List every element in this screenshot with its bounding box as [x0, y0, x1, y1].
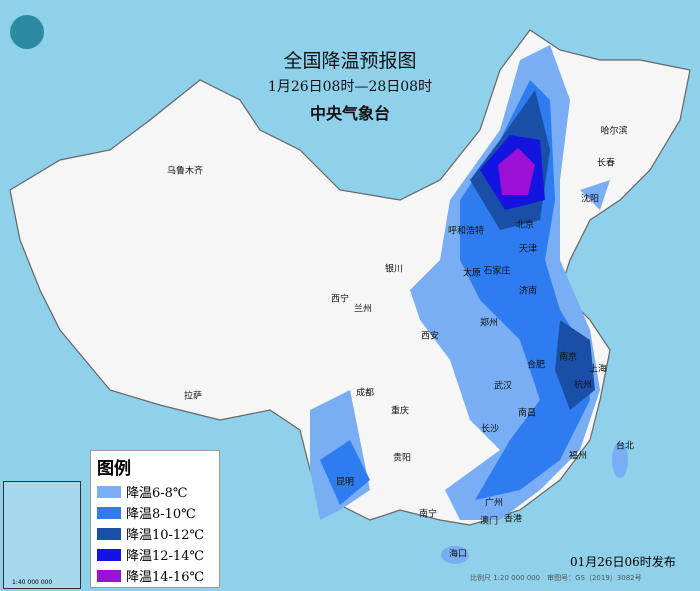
agency-name: 中央气象台 — [309, 104, 390, 123]
legend-label: 降温12-14℃ — [126, 549, 205, 564]
city-label: 上海 — [588, 364, 608, 375]
legend-item: 降温12-14℃ — [97, 544, 219, 565]
city-label: 重庆 — [390, 406, 410, 417]
legend-title: 图例 — [97, 459, 131, 479]
legend-item: 降温14-16℃ — [97, 565, 219, 586]
legend-swatch — [97, 569, 121, 582]
taiwan — [612, 442, 628, 478]
forecast-period: 1月26日08时—28日08时 — [267, 79, 433, 95]
legend-label: 降温10-12℃ — [126, 528, 205, 543]
city-label: 石家庄 — [483, 266, 511, 277]
city-label: 昆明 — [335, 477, 355, 488]
legend-swatch — [97, 506, 121, 519]
city-label: 武汉 — [493, 381, 513, 392]
city-label: 济南 — [518, 286, 538, 297]
city-label: 呼和浩特 — [447, 226, 485, 237]
city-label: 贵阳 — [392, 453, 412, 464]
city-label: 南宁 — [418, 509, 438, 520]
city-label: 太原 — [462, 268, 482, 279]
city-label: 兰州 — [353, 304, 373, 315]
city-label: 乌鲁木齐 — [166, 166, 204, 177]
legend-swatch — [97, 548, 121, 561]
city-label: 天津 — [518, 244, 538, 255]
legend-swatch — [97, 485, 121, 498]
map-title: 全国降温预报图 — [283, 50, 417, 72]
legend-swatch — [97, 527, 121, 540]
city-label: 合肥 — [526, 360, 546, 371]
city-label: 澳门 — [479, 516, 499, 527]
scale-note: 比例尺 1:20 000 000 审图号：GS（2019）3082号 — [470, 574, 642, 582]
city-label: 南京 — [558, 352, 578, 363]
city-label: 香港 — [503, 514, 523, 525]
issued-time: 01月26日06时发布 — [570, 555, 676, 569]
south-china-sea-inset: 1:40 000 000 — [3, 481, 81, 589]
hainan — [441, 546, 469, 564]
city-label: 沈阳 — [580, 194, 600, 205]
legend-label: 降温8-10℃ — [126, 507, 196, 522]
city-label: 南昌 — [517, 408, 537, 419]
city-label: 长沙 — [480, 424, 500, 435]
city-label: 福州 — [568, 451, 588, 462]
legend-item: 降温10-12℃ — [97, 523, 219, 544]
city-label: 西宁 — [330, 294, 350, 305]
city-label: 拉萨 — [183, 391, 203, 402]
legend-item: 降温8-10℃ — [97, 502, 219, 523]
city-label: 银川 — [384, 264, 404, 275]
legend-label: 降温6-8℃ — [126, 486, 188, 501]
city-label: 哈尔滨 — [600, 126, 628, 137]
city-label: 西安 — [420, 331, 440, 342]
city-label: 成都 — [355, 388, 375, 399]
city-label: 长春 — [596, 158, 616, 169]
area-14-16 — [498, 148, 535, 195]
city-label: 海口 — [448, 549, 468, 560]
legend: 图例 降温6-8℃ 降温8-10℃ 降温10-12℃ 降温12-14℃ 降温14-16℃ — [90, 450, 220, 588]
city-label: 台北 — [615, 441, 635, 452]
city-label: 广州 — [484, 498, 504, 509]
inset-scale: 1:40 000 000 — [12, 579, 53, 586]
legend-item: 降温6-8℃ — [97, 481, 219, 502]
cma-logo — [10, 15, 44, 49]
city-label: 北京 — [515, 220, 535, 231]
legend-label: 降温14-16℃ — [126, 570, 205, 585]
city-label: 杭州 — [573, 380, 593, 391]
city-label: 郑州 — [479, 318, 499, 329]
